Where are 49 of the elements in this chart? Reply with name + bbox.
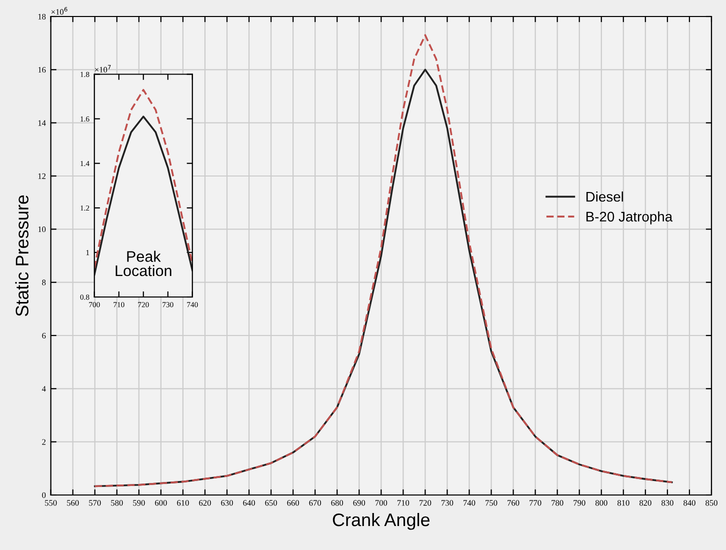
x-tick-label: 550 [45,500,57,506]
x-tick-label: 750 [486,500,498,506]
y-tick-label: 16 [38,67,46,73]
y-tick-label: 10 [38,226,46,232]
x-tick-label: 800 [595,500,608,506]
x-axis-title: Crank Angle [332,512,430,530]
y-tick-label: 2 [42,439,46,445]
x-tick-label: 840 [684,500,696,506]
x-tick-label: 680 [331,500,344,506]
x-tick-label: 790 [574,500,586,506]
y-tick-label: 8 [42,280,46,286]
annotation: Peak Location [116,250,172,276]
x-tick-label: 630 [221,500,233,506]
x-tick-label: 770 [530,500,542,506]
x-tick-label: 810 [617,500,630,506]
annotation: ×10$^{7}$ [95,64,111,72]
x-tick-label: 720 [419,500,432,506]
y-tick-label: 0 [42,492,46,498]
legend-label: B-20 Jatropha [586,211,673,224]
x-tick-label: 610 [177,500,189,506]
text: ×10$^{6}$ [51,7,68,15]
x-tick-label: 660 [287,500,299,506]
x-tick-label: 690 [353,500,366,506]
x-tick-label: 570 [89,500,101,506]
x-tick-label: 780 [552,500,564,506]
y-tick-label: 6 [42,332,46,338]
x-tick-label: 710 [397,500,410,506]
x-tick-label: 650 [265,500,277,506]
x-tick-label: 730 [442,500,454,506]
x-tick-label: 560 [67,500,79,506]
y-tick-label: 4 [42,386,46,392]
x-tick-label: 830 [662,500,674,506]
x-tick-label: 760 [508,500,520,506]
y-tick-label: 14 [38,120,46,126]
x-tick-label: 670 [309,500,322,506]
x-tick-label: 620 [199,500,211,506]
y-tick-label: 18 [38,14,46,20]
x-tick-label: 600 [155,500,167,506]
x-tick-label: 740 [464,500,476,506]
x-tick-label: 850 [706,500,718,506]
x-tick-label: 820 [639,500,652,506]
legend-label: Diesel [586,191,623,202]
x-tick-label: 640 [243,500,255,506]
line-series [94,116,192,276]
x-tick-label: 700 [375,500,388,506]
x-tick-label: 590 [133,500,145,506]
y-tick-label: 12 [38,173,46,179]
y-axis-title: Static Pressure [15,195,28,316]
x-tick-label: 580 [111,500,123,506]
